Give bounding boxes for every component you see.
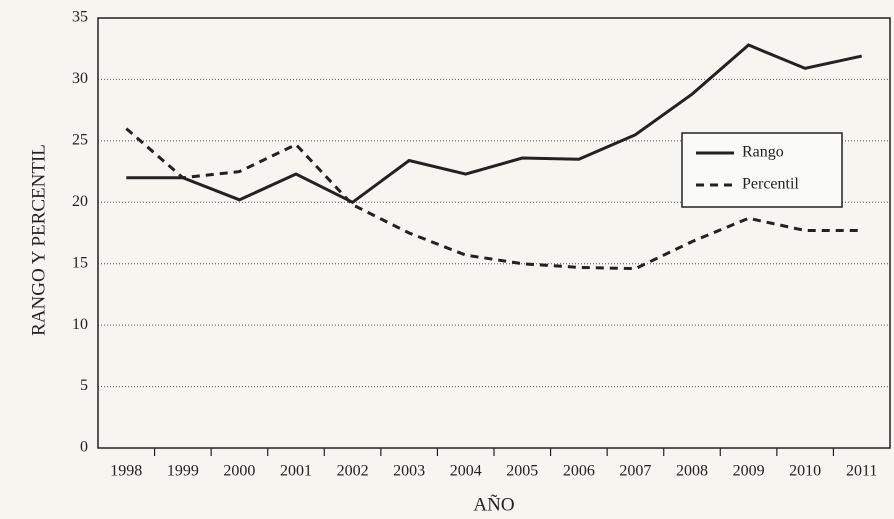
- x-tick-label: 2000: [223, 463, 255, 480]
- y-tick-label: 20: [72, 193, 88, 210]
- y-tick-label: 35: [72, 9, 88, 26]
- x-tick-label: 2001: [280, 463, 312, 480]
- legend-label: Rango: [742, 144, 784, 161]
- x-tick-label: 2009: [733, 463, 765, 480]
- series-line: [126, 43, 863, 205]
- legend-box: [681, 132, 843, 208]
- series-line: [125, 127, 862, 271]
- x-tick-label: 2006: [563, 463, 595, 480]
- x-tick-label: 2005: [506, 463, 538, 480]
- x-tick-label: 2011: [846, 463, 877, 480]
- y-tick-label: 0: [80, 439, 88, 456]
- x-axis-label: AÑO: [473, 493, 514, 515]
- y-tick-label: 15: [72, 254, 88, 271]
- x-tick-label: 2003: [393, 463, 425, 480]
- x-tick-label: 1999: [167, 463, 199, 480]
- legend-label: Percentil: [742, 176, 799, 193]
- x-tick-label: 2010: [789, 463, 821, 480]
- x-tick-label: 1998: [110, 463, 142, 480]
- y-tick-label: 30: [72, 70, 88, 87]
- y-axis-label: RANGO Y PERCENTIL: [28, 144, 49, 336]
- y-tick-label: 25: [72, 132, 88, 149]
- x-tick-label: 2002: [337, 463, 369, 480]
- y-tick-label: 5: [80, 377, 88, 394]
- x-tick-label: 2008: [676, 463, 708, 480]
- x-tick-label: 2004: [450, 463, 482, 480]
- y-tick-label: 10: [72, 316, 88, 333]
- x-tick-label: 2007: [619, 463, 651, 480]
